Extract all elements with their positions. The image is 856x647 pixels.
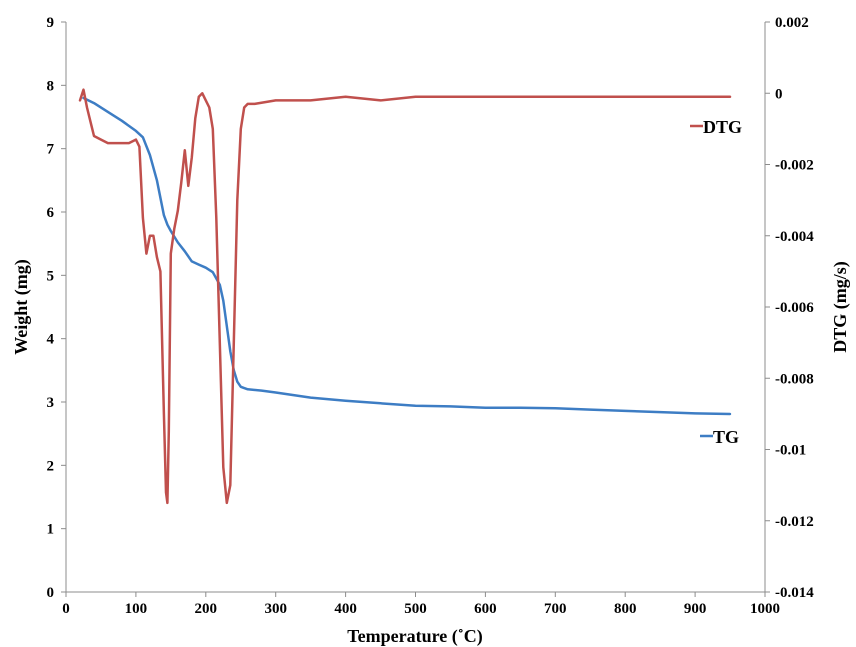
- y-left-tick-label: 2: [47, 458, 55, 474]
- y-left-tick-label: 5: [47, 268, 55, 284]
- y-left-tick-label: 9: [47, 15, 55, 31]
- legend-dtg-label: DTG: [703, 117, 742, 137]
- y-right-tick-label: -0.002: [775, 158, 814, 174]
- x-tick-label: 100: [125, 601, 148, 617]
- y-right-tick-label: 0: [775, 86, 783, 102]
- x-ticks: 0 100 200 300 400 500 600 700 800 900 1000: [62, 592, 780, 617]
- right-y-axis-title: DTG (mg/s): [830, 261, 851, 353]
- y-right-ticks: -0.014 -0.012 -0.01 -0.008 -0.006 -0.004 -0.00…: [765, 15, 814, 601]
- y-right-tick-label: -0.008: [775, 371, 814, 387]
- y-left-ticks: 0 1 2 3 4 5 6 7 8 9: [47, 15, 67, 601]
- y-right-tick-label: -0.01: [775, 443, 806, 459]
- y-right-tick-label: -0.006: [775, 300, 814, 316]
- x-tick-label: 200: [195, 601, 218, 617]
- y-left-tick-label: 1: [47, 522, 55, 538]
- y-left-tick-label: 7: [47, 142, 55, 158]
- left-y-axis-title: Weight (mg): [11, 259, 32, 354]
- x-tick-label: 500: [404, 601, 427, 617]
- y-left-tick-label: 0: [47, 585, 55, 601]
- series-line-tg: [84, 98, 731, 414]
- x-tick-label: 400: [334, 601, 357, 617]
- x-tick-label: 600: [474, 601, 497, 617]
- x-tick-label: 700: [544, 601, 567, 617]
- x-axis-title: Temperature (˚C): [347, 626, 482, 647]
- series-layer: [80, 90, 730, 503]
- series-line-dtg: [80, 90, 730, 503]
- x-tick-label: 0: [62, 601, 70, 617]
- y-left-tick-label: 8: [47, 78, 55, 94]
- y-right-tick-label: -0.014: [775, 585, 814, 601]
- y-right-tick-label: 0.002: [775, 15, 809, 31]
- y-left-tick-label: 3: [47, 395, 55, 411]
- x-tick-label: 300: [264, 601, 287, 617]
- y-right-tick-label: -0.004: [775, 229, 814, 245]
- legend-dtg: DTG: [690, 117, 742, 137]
- x-tick-label: 800: [614, 601, 637, 617]
- legend-tg: TG: [700, 427, 739, 447]
- y-left-tick-label: 6: [47, 205, 55, 221]
- x-tick-label: 1000: [750, 601, 780, 617]
- legend-tg-label: TG: [713, 427, 739, 447]
- y-left-tick-label: 4: [47, 332, 55, 348]
- x-tick-label: 900: [684, 601, 707, 617]
- y-right-tick-label: -0.012: [775, 514, 814, 530]
